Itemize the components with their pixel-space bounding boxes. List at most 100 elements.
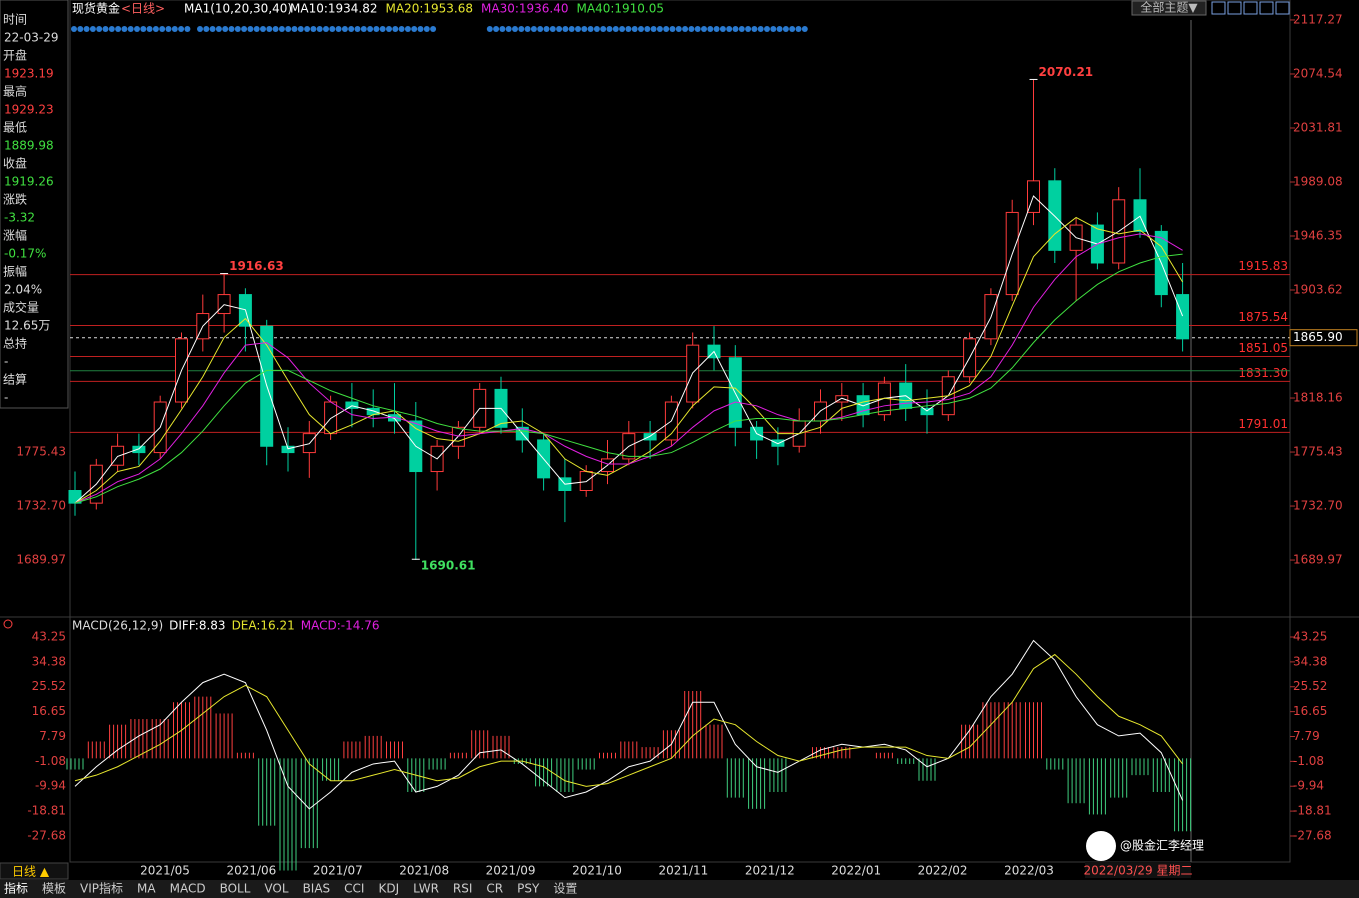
event-dot[interactable] bbox=[663, 26, 670, 32]
event-dot[interactable] bbox=[134, 26, 140, 32]
event-dot[interactable] bbox=[612, 26, 619, 32]
event-dot[interactable] bbox=[776, 26, 783, 32]
event-dot[interactable] bbox=[140, 26, 147, 32]
event-dot[interactable] bbox=[247, 26, 254, 32]
event-dot[interactable] bbox=[341, 26, 348, 32]
event-dot[interactable] bbox=[260, 26, 266, 32]
event-dot[interactable] bbox=[782, 26, 789, 32]
event-dot[interactable] bbox=[587, 26, 594, 32]
toolbar-tab[interactable]: RSI bbox=[453, 882, 473, 896]
event-dot[interactable] bbox=[606, 26, 613, 32]
event-dot[interactable] bbox=[253, 26, 260, 32]
event-dot[interactable] bbox=[549, 26, 556, 32]
event-dot[interactable] bbox=[505, 26, 512, 32]
event-dot[interactable] bbox=[297, 26, 304, 32]
event-dot[interactable] bbox=[499, 26, 506, 32]
event-dot[interactable] bbox=[392, 26, 399, 32]
toolbar-tab[interactable]: VIP指标 bbox=[80, 881, 123, 896]
event-dot[interactable] bbox=[222, 26, 229, 32]
event-dot[interactable] bbox=[209, 26, 216, 32]
toolbar-tab[interactable]: 设置 bbox=[553, 882, 577, 896]
event-dot[interactable] bbox=[234, 26, 241, 32]
event-dot[interactable] bbox=[423, 26, 430, 32]
event-dot[interactable] bbox=[650, 26, 657, 32]
event-dot[interactable] bbox=[707, 26, 714, 32]
event-dot[interactable] bbox=[152, 26, 159, 32]
event-dot[interactable] bbox=[801, 26, 808, 32]
event-dot[interactable] bbox=[241, 26, 248, 32]
event-dot[interactable] bbox=[713, 26, 720, 32]
event-dot[interactable] bbox=[335, 26, 342, 32]
toolbar-tab[interactable]: 模板 bbox=[42, 882, 66, 896]
event-dot[interactable] bbox=[373, 26, 380, 32]
toolbar-tab[interactable]: KDJ bbox=[378, 882, 399, 896]
event-dot[interactable] bbox=[600, 26, 607, 32]
event-dot[interactable] bbox=[285, 26, 292, 32]
event-dot[interactable] bbox=[316, 26, 323, 32]
event-dot[interactable] bbox=[89, 26, 96, 32]
panel-icon[interactable] bbox=[3, 619, 13, 629]
toolbar-tab[interactable]: BOLL bbox=[220, 882, 251, 896]
event-dot[interactable] bbox=[83, 26, 90, 32]
event-dot[interactable] bbox=[102, 26, 109, 32]
event-dot[interactable] bbox=[738, 26, 745, 32]
event-dot[interactable] bbox=[272, 26, 279, 32]
event-dot[interactable] bbox=[524, 26, 531, 32]
toolbar-tab[interactable]: MA bbox=[137, 882, 156, 896]
event-dot[interactable] bbox=[354, 26, 361, 32]
event-dot[interactable] bbox=[367, 26, 374, 32]
toolbar-tab[interactable]: CCI bbox=[344, 882, 364, 896]
event-dot[interactable] bbox=[732, 26, 739, 32]
event-dot[interactable] bbox=[562, 26, 569, 32]
event-dot[interactable] bbox=[530, 26, 537, 32]
window-button[interactable] bbox=[1275, 1, 1290, 15]
window-button[interactable] bbox=[1259, 1, 1274, 15]
event-dot[interactable] bbox=[360, 26, 367, 32]
event-dot[interactable] bbox=[348, 26, 355, 32]
event-dot[interactable] bbox=[178, 26, 185, 32]
event-dot[interactable] bbox=[108, 26, 115, 32]
event-dot[interactable] bbox=[266, 26, 273, 32]
event-dot[interactable] bbox=[411, 26, 418, 32]
toolbar-tab[interactable]: CR bbox=[486, 882, 503, 896]
window-button[interactable] bbox=[1211, 1, 1226, 15]
event-dot[interactable] bbox=[121, 26, 128, 32]
event-dot[interactable] bbox=[556, 26, 563, 32]
event-dot[interactable] bbox=[757, 26, 764, 32]
event-dot[interactable] bbox=[751, 26, 758, 32]
event-dot[interactable] bbox=[669, 26, 676, 32]
event-dot[interactable] bbox=[575, 26, 581, 32]
event-dot[interactable] bbox=[581, 26, 588, 32]
event-dot[interactable] bbox=[398, 26, 405, 32]
event-dot[interactable] bbox=[631, 26, 638, 32]
event-dot[interactable] bbox=[726, 26, 733, 32]
event-dot[interactable] bbox=[291, 26, 298, 32]
event-dot[interactable] bbox=[310, 26, 317, 32]
event-dot[interactable] bbox=[278, 26, 285, 32]
event-dot[interactable] bbox=[127, 26, 134, 32]
event-dot[interactable] bbox=[701, 26, 707, 32]
toolbar-tab[interactable]: 指标 bbox=[4, 881, 28, 896]
event-dot[interactable] bbox=[184, 26, 191, 32]
event-dot[interactable] bbox=[228, 26, 235, 32]
theme-button-label[interactable]: 全部主题▼ bbox=[1140, 0, 1198, 15]
event-dot[interactable] bbox=[323, 26, 329, 32]
window-button[interactable] bbox=[1243, 1, 1258, 15]
event-dot[interactable] bbox=[719, 26, 726, 32]
event-dot[interactable] bbox=[329, 26, 336, 32]
event-dot[interactable] bbox=[197, 26, 203, 32]
event-dot[interactable] bbox=[638, 26, 644, 32]
period-button[interactable] bbox=[0, 862, 69, 880]
event-dot[interactable] bbox=[682, 26, 689, 32]
event-dot[interactable] bbox=[644, 26, 651, 32]
event-dot[interactable] bbox=[493, 26, 500, 32]
toolbar-tab[interactable]: MACD bbox=[170, 882, 206, 896]
event-dot[interactable] bbox=[379, 26, 386, 32]
toolbar-tab[interactable]: BIAS bbox=[303, 882, 331, 896]
event-dot[interactable] bbox=[96, 26, 103, 32]
event-dot[interactable] bbox=[764, 26, 770, 32]
event-dot[interactable] bbox=[795, 26, 802, 32]
event-dot[interactable] bbox=[404, 26, 411, 32]
toolbar-tab[interactable]: PSY bbox=[517, 882, 540, 896]
event-dot[interactable] bbox=[146, 26, 153, 32]
